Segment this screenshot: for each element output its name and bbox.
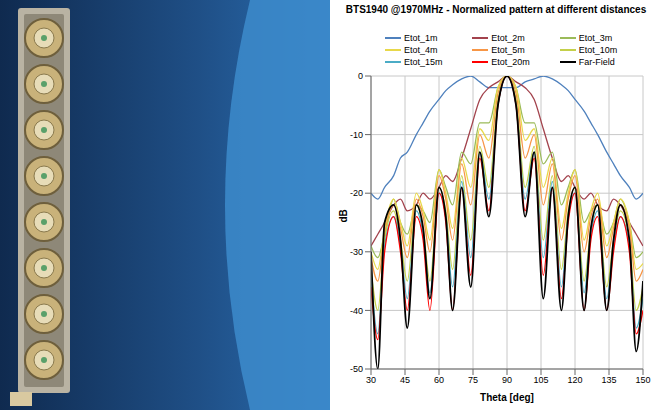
svg-text:45: 45 — [400, 375, 410, 385]
svg-text:-10: -10 — [350, 130, 363, 140]
svg-text:150: 150 — [635, 375, 650, 385]
svg-text:-40: -40 — [350, 306, 363, 316]
svg-text:Theta [deg]: Theta [deg] — [480, 392, 534, 403]
html-text:Etot_15m: Etot_15m — [404, 56, 443, 67]
html-text:Etot_3m: Etot_3m — [578, 32, 613, 43]
svg-text:dB: dB — [338, 209, 349, 222]
html-text:Far-Field: Far-Field — [578, 56, 615, 67]
svg-text:105: 105 — [533, 375, 548, 385]
svg-text:90: 90 — [502, 375, 512, 385]
svg-text:-20: -20 — [350, 188, 363, 198]
svg-text:0: 0 — [358, 71, 363, 81]
html-text:Etot_1m: Etot_1m — [404, 32, 438, 43]
svg-text:30: 30 — [366, 375, 376, 385]
html-text:Etot_2m: Etot_2m — [491, 32, 525, 43]
svg-text:-50: -50 — [350, 364, 363, 374]
html-text:Etot_20m: Etot_20m — [491, 56, 530, 67]
html-text:Etot_5m: Etot_5m — [491, 44, 525, 55]
svg-text:75: 75 — [468, 375, 478, 385]
html-text:Etot_10m: Etot_10m — [578, 44, 618, 55]
svg-text:-30: -30 — [350, 247, 363, 257]
svg-text:60: 60 — [434, 375, 444, 385]
html-text:BTS1940 @1970MHz - Normalized: BTS1940 @1970MHz - Normalized pattern at… — [345, 4, 647, 15]
html-text:Etot_4m: Etot_4m — [404, 44, 438, 55]
svg-text:120: 120 — [567, 375, 582, 385]
svg-text:135: 135 — [601, 375, 616, 385]
